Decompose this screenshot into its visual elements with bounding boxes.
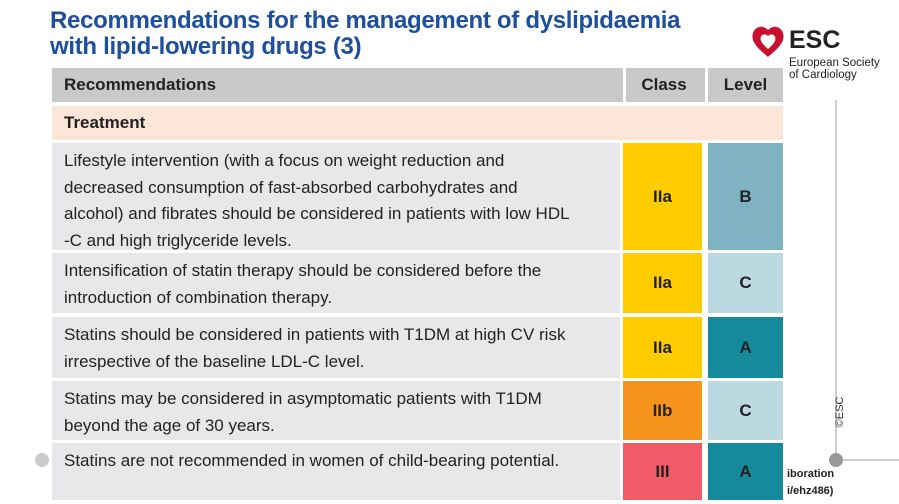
level-cell: A: [708, 443, 783, 500]
recommendation-line: irrespective of the baseline LDL-C level…: [64, 351, 365, 371]
class-cell: III: [623, 443, 702, 500]
logo-name: ESC: [789, 26, 841, 54]
header-label: Level: [705, 68, 783, 102]
recommendation-cell: Statins should be considered in patients…: [52, 317, 620, 378]
recommendation-line: Intensification of statin therapy should…: [64, 261, 542, 280]
recommendation-line: beyond the age of 30 years.: [64, 415, 275, 435]
recommendation-cell: Statins are not recommended in women of …: [52, 443, 620, 500]
header-label: Class: [623, 68, 702, 102]
title-line: with lipid-lowering drugs (3): [50, 33, 362, 60]
logo-heart-inner: [760, 34, 776, 49]
recommendation-line: introduction of combination therapy.: [64, 287, 333, 307]
logo-line: of Cardiology: [789, 69, 857, 81]
class-cell: IIb: [623, 381, 702, 440]
level-cell: C: [708, 253, 783, 313]
title: Recommendations for the management of dy…: [50, 8, 680, 60]
level-cell: B: [708, 143, 783, 250]
copyright: ©ESC: [834, 397, 846, 428]
footer-fragment: iboration: [787, 468, 835, 480]
level-cell: C: [708, 381, 783, 440]
dot: [829, 453, 843, 467]
header-label: Recommendations: [64, 75, 217, 94]
logo-line: European Society: [789, 57, 880, 69]
class-cell: IIa: [623, 253, 702, 313]
recommendation-cell: Statins may be considered in asymptomati…: [52, 381, 620, 440]
dot: [35, 453, 49, 467]
recommendation-line: Statins should be considered in patients…: [64, 325, 566, 344]
recommendation-line: Statins may be considered in asymptomati…: [64, 389, 542, 408]
level-cell: A: [708, 317, 783, 378]
recommendation-cell: Intensification of statin therapy should…: [52, 253, 620, 313]
recommendation-line: alcohol) and fibrates should be consider…: [64, 204, 570, 223]
recommendation-line: Lifestyle intervention (with a focus on …: [64, 151, 505, 170]
footer: iboration i/ehz486): [787, 466, 834, 500]
section-row: Treatment: [52, 106, 783, 140]
footer-fragment: i/ehz486): [787, 485, 834, 497]
recommendation-line: -C and high triglyceride levels.: [64, 230, 292, 250]
recommendation-line: Statins are not recommended in women of …: [64, 451, 560, 470]
logo-text: European Society of Cardiology: [789, 57, 880, 81]
class-cell: IIa: [623, 317, 702, 378]
title-line: Recommendations for the management of dy…: [50, 7, 681, 34]
recommendation-line: decreased consumption of fast-absorbed c…: [64, 177, 518, 197]
recommendation-cell: Lifestyle intervention (with a focus on …: [52, 143, 620, 250]
class-cell: IIa: [623, 143, 702, 250]
